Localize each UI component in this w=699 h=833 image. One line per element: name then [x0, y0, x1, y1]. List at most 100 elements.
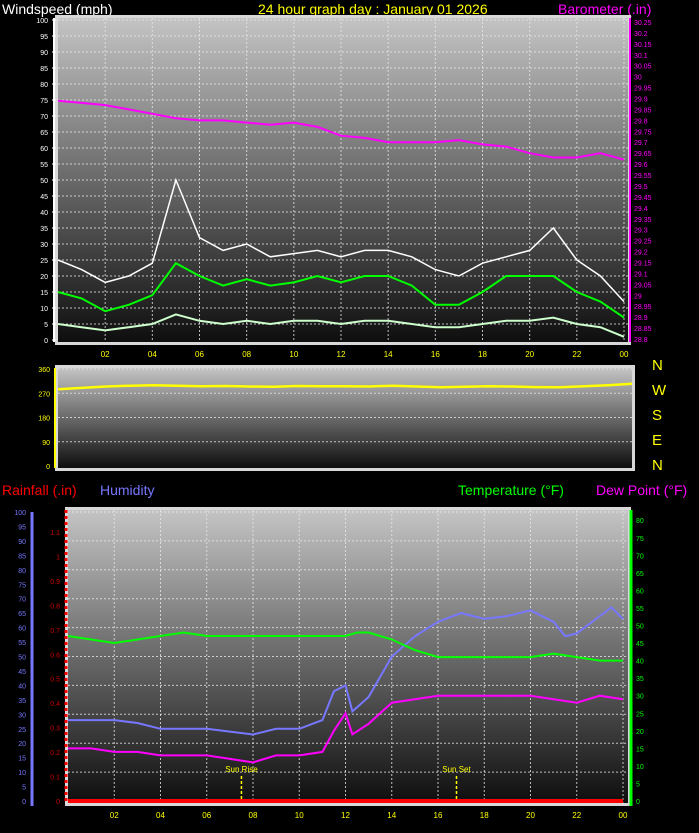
wind-tick-label: 85 — [40, 66, 48, 73]
temperature-title: Temperature (°F) — [458, 482, 564, 498]
barometer-title: Barometer (.in) — [558, 1, 652, 17]
barometer-tick-label: 29.75 — [634, 129, 652, 136]
humidity-tick-label: 5 — [22, 785, 26, 792]
humidity-tick-label: 70 — [18, 597, 26, 604]
barometer-tick-label: 29.7 — [634, 140, 648, 147]
wind-x-tick-label: 10 — [289, 350, 298, 359]
wind-tick-label: 55 — [40, 162, 48, 169]
wind-x-tick-label: 18 — [478, 350, 487, 359]
wind-tick-label: 75 — [40, 98, 48, 105]
humidity-tick-label: 85 — [18, 553, 26, 560]
rain-tick-label: 0.4 — [50, 701, 60, 708]
temp-tick-label: 15 — [636, 746, 644, 753]
temp-tick-label: 60 — [636, 588, 644, 595]
barometer-tick-label: 30.15 — [634, 42, 652, 49]
humidity-tick-label: 90 — [18, 539, 26, 546]
barometer-tick-label: 29.85 — [634, 107, 652, 114]
rain-tick-label: 0.7 — [50, 628, 60, 635]
rain-tick-label: 0.2 — [50, 750, 60, 757]
wind-tick-label: 65 — [40, 130, 48, 137]
direction-tick-label: 180 — [38, 416, 50, 423]
humidity-tick-label: 45 — [18, 669, 26, 676]
wind-tick-label: 20 — [40, 274, 48, 281]
gust-line — [57, 177, 625, 303]
graph-day-title: 24 hour graph day : January 01 2026 — [258, 1, 488, 17]
rain-tick-label: 0.6 — [50, 652, 60, 659]
rain-tick-label: 0.9 — [50, 579, 60, 586]
barometer-tick-label: 29.55 — [634, 173, 652, 180]
humidity-tick-label: 10 — [18, 770, 26, 777]
wind-x-tick-label: 14 — [384, 350, 393, 359]
humidity-tick-label: 60 — [18, 626, 26, 633]
temp-tick-label: 70 — [636, 553, 644, 560]
wind-x-tick-label: 02 — [101, 350, 110, 359]
rain-tick-label: 0.5 — [50, 677, 60, 684]
temp-tick-label: 30 — [636, 694, 644, 701]
climate-x-tick-label: 04 — [156, 811, 165, 820]
wind-tick-label: 15 — [40, 290, 48, 297]
barometer-tick-label: 29.3 — [634, 228, 648, 235]
barometer-tick-label: 29.2 — [634, 250, 648, 257]
wind-tick-label: 90 — [40, 50, 48, 57]
wind-tick-label: 100 — [36, 18, 48, 25]
barometer-tick-label: 28.8 — [634, 337, 648, 344]
climate-x-tick-label: 20 — [526, 811, 535, 820]
barometer-tick-label: 29.8 — [634, 118, 648, 125]
humidity-title: Humidity — [100, 482, 155, 498]
barometer-tick-label: 29.25 — [634, 239, 652, 246]
direction-line — [57, 382, 633, 391]
barometer-tick-label: 30.1 — [634, 53, 648, 60]
climate-x-tick-label: 14 — [387, 811, 396, 820]
dewpoint-title: Dew Point (°F) — [596, 482, 688, 498]
temp-tick-label: 35 — [636, 676, 644, 683]
direction-panel-background — [58, 368, 632, 468]
climate-x-tick-label: 12 — [341, 811, 350, 820]
compass-n-bottom: N — [652, 457, 663, 474]
barometer-tick-label: 29.9 — [634, 97, 648, 104]
direction-tick-label: 270 — [38, 391, 50, 398]
wind_low-line — [57, 313, 625, 338]
barometer-tick-label: 29.95 — [634, 86, 652, 93]
rain-tick-label: 0 — [56, 799, 60, 806]
sun-set-label: Sun Set — [442, 765, 471, 774]
barometer-line — [57, 99, 625, 161]
sun-rise-label: Sun Rise — [225, 765, 258, 774]
temp-tick-label: 20 — [636, 729, 644, 736]
barometer-tick-label: 28.85 — [634, 326, 652, 333]
rain-tick-label: 0.8 — [50, 603, 60, 610]
climate-x-tick-label: 02 — [110, 811, 119, 820]
temp-tick-label: 75 — [636, 536, 644, 543]
barometer-tick-label: 29.1 — [634, 271, 648, 278]
climate-x-tick-label: 18 — [480, 811, 489, 820]
barometer-tick-label: 30 — [634, 75, 642, 82]
climate-x-tick-label: 00 — [619, 811, 628, 820]
barometer-tick-label: 28.95 — [634, 304, 652, 311]
direction-tick-label: 90 — [42, 440, 50, 447]
wind-tick-label: 35 — [40, 226, 48, 233]
wind-x-tick-label: 06 — [195, 350, 204, 359]
wind-x-tick-label: 22 — [572, 350, 581, 359]
temp-tick-label: 10 — [636, 764, 644, 771]
temp-tick-label: 65 — [636, 571, 644, 578]
temp-tick-label: 25 — [636, 711, 644, 718]
barometer-tick-label: 28.9 — [634, 315, 648, 322]
barometer-tick-label: 29.05 — [634, 282, 652, 289]
wind-tick-label: 50 — [40, 178, 48, 185]
climate-x-tick-label: 08 — [249, 811, 258, 820]
wind-x-tick-label: 04 — [148, 350, 157, 359]
windspeed-title: Windspeed (mph) — [2, 1, 113, 17]
wind-tick-label: 5 — [44, 322, 48, 329]
barometer-tick-label: 29.35 — [634, 217, 652, 224]
rain-tick-label: 1 — [56, 554, 60, 561]
humidity-tick-label: 55 — [18, 640, 26, 647]
temp-tick-label: 0 — [636, 799, 640, 806]
humidity-tick-label: 35 — [18, 698, 26, 705]
humidity-tick-label: 95 — [18, 524, 26, 531]
humidity-tick-label: 65 — [18, 611, 26, 618]
wind-x-tick-label: 08 — [242, 350, 251, 359]
temp-tick-label: 50 — [636, 624, 644, 631]
direction-tick-label: 0 — [46, 464, 50, 471]
humidity-tick-label: 15 — [18, 756, 26, 763]
humidity-tick-label: 100 — [14, 510, 26, 517]
